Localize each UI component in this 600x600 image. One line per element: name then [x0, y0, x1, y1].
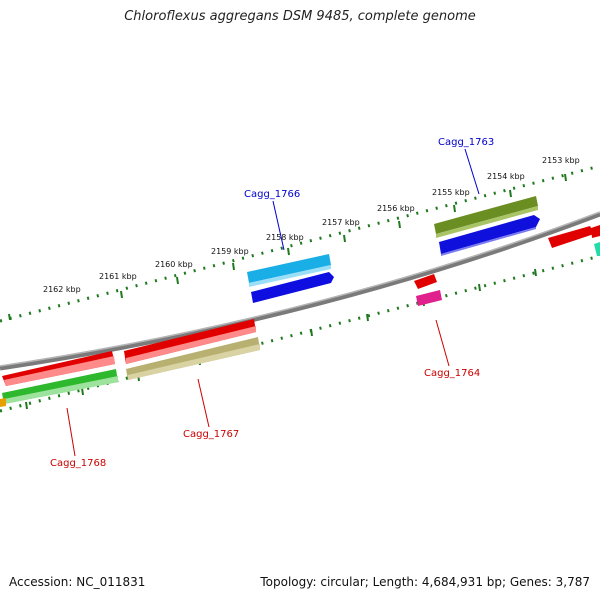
major-tick	[343, 234, 346, 243]
genome-backbone	[0, 211, 600, 371]
major-tick	[25, 401, 28, 410]
gene-red-1767a[interactable]	[124, 319, 256, 364]
gene-cagg-1763[interactable]	[434, 196, 538, 238]
ruler-label: 2154 kbp	[487, 172, 525, 181]
major-tick	[8, 313, 11, 321]
major-tick	[453, 204, 456, 213]
gene-label-cagg-1763[interactable]: Cagg_1763	[438, 137, 494, 148]
lower-tick-track	[0, 254, 600, 413]
ruler-label: 2161 kbp	[99, 272, 137, 281]
major-tick	[287, 247, 290, 256]
ruler-label: 2157 kbp	[322, 218, 360, 227]
gene-red-small[interactable]	[414, 274, 437, 289]
major-tick	[509, 189, 512, 198]
gene-label-cagg-1768[interactable]: Cagg_1768	[50, 458, 106, 469]
major-tick	[366, 313, 369, 322]
gene-red-right[interactable]	[548, 225, 600, 256]
gene-label-cagg-1767[interactable]: Cagg_1767	[183, 429, 239, 440]
gene-blue-1765[interactable]	[251, 272, 334, 303]
major-tick	[232, 262, 235, 271]
ruler-label: 2155 kbp	[432, 188, 470, 197]
ruler-label: 2159 kbp	[211, 247, 249, 256]
upper-tick-track	[0, 164, 600, 323]
major-tick	[310, 328, 313, 337]
gene-cagg-1767[interactable]	[126, 337, 260, 380]
gene-cagg-1764[interactable]	[416, 290, 442, 306]
gene-red-1768a[interactable]	[2, 351, 115, 386]
major-tick	[534, 268, 537, 277]
major-tick	[398, 220, 401, 229]
major-tick	[478, 283, 481, 292]
gene-label-cagg-1764[interactable]: Cagg_1764	[424, 368, 480, 379]
topology-text: Topology: circular; Length: 4,684,931 bp…	[260, 575, 590, 589]
major-tick	[564, 173, 567, 182]
ruler-label: 2158 kbp	[266, 233, 304, 242]
ruler-label: 2160 kbp	[155, 260, 193, 269]
gene-cagg-1766[interactable]	[247, 254, 331, 287]
gene-blue-1763b[interactable]	[439, 215, 540, 256]
gene-label-cagg-1766[interactable]: Cagg_1766	[244, 189, 300, 200]
map-title: Chloroflexus aggregans DSM 9485, complet…	[124, 9, 476, 24]
major-tick	[176, 276, 179, 285]
major-tick	[81, 387, 84, 396]
ruler-label: 2162 kbp	[43, 285, 81, 294]
ruler-label: 2153 kbp	[542, 156, 580, 165]
gene-cagg-1768[interactable]	[0, 369, 118, 407]
label-leaders	[66, 148, 480, 457]
accession-text: Accession: NC_011831	[9, 575, 146, 589]
major-tick	[120, 290, 123, 299]
ruler-label: 2156 kbp	[377, 204, 415, 213]
